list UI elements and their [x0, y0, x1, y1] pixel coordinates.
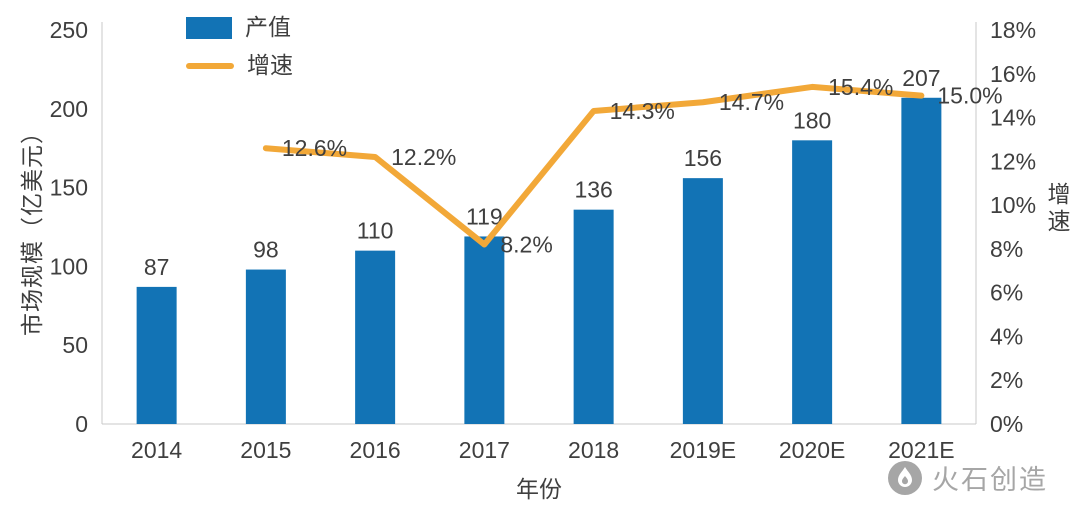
left-axis-tick-label: 150 [50, 175, 88, 201]
bar-2021E [901, 97, 942, 424]
legend: 产值 增速 [186, 16, 293, 77]
right-axis-tick-label: 10% [990, 192, 1036, 218]
right-axis-tick-label: 16% [990, 61, 1036, 87]
line-value-label: 15.0% [937, 83, 1002, 109]
bar-2016 [355, 250, 396, 424]
left-axis-tick-label: 200 [50, 96, 88, 122]
line-value-label: 8.2% [500, 232, 552, 258]
line-value-label: 12.6% [282, 135, 347, 161]
x-axis-tick-label: 2017 [459, 437, 510, 463]
x-axis-tick-label: 2021E [888, 437, 955, 463]
right-axis-tick-label: 12% [990, 148, 1036, 174]
line-value-label: 12.2% [391, 144, 456, 170]
bar-value-label: 156 [684, 145, 722, 171]
watermark-text: 火石创造 [932, 465, 1048, 495]
line-value-label: 14.7% [719, 89, 784, 115]
bar-2017 [464, 236, 505, 424]
left-axis-tick-label: 0 [75, 411, 88, 437]
bar-2019E [682, 178, 723, 424]
x-axis-tick-label: 2014 [131, 437, 182, 463]
bar-2014 [136, 286, 177, 424]
legend-item-growth-rate: 增速 [186, 54, 293, 77]
right-axis-tick-label: 8% [990, 236, 1023, 262]
right-axis-tick-label: 4% [990, 323, 1023, 349]
x-axis-tick-label: 2016 [350, 437, 401, 463]
left-axis-tick-label: 50 [62, 332, 88, 358]
bar-value-label: 98 [253, 237, 279, 263]
bar-2018 [573, 209, 614, 424]
right-axis-tick-label: 2% [990, 367, 1023, 393]
x-axis-title: 年份 [516, 476, 562, 502]
right-axis-tick-label: 0% [990, 411, 1023, 437]
bar-value-label: 110 [357, 218, 394, 244]
growth-rate-line [262, 83, 925, 248]
right-axis-tick-label: 14% [990, 105, 1036, 131]
line-series-swatch-icon [186, 62, 234, 69]
right-axis-tick-label: 6% [990, 280, 1023, 306]
line-value-label: 15.4% [828, 74, 893, 100]
bar-value-label: 87 [144, 254, 170, 280]
bar-value-label: 207 [902, 65, 940, 91]
left-axis-tick-label: 250 [50, 17, 88, 43]
bar-value-label: 136 [574, 177, 612, 203]
x-axis-tick-label: 2019E [670, 437, 737, 463]
legend-label-output-value: 产值 [245, 14, 291, 40]
x-axis-tick-label: 2015 [240, 437, 291, 463]
legend-label-growth-rate: 增速 [247, 52, 293, 78]
huoshi-logo-icon [888, 460, 922, 495]
line-value-label: 14.3% [610, 98, 675, 124]
right-axis-tick-label: 18% [990, 17, 1036, 43]
bar-value-label: 180 [793, 107, 831, 133]
bar-2015 [245, 269, 286, 424]
watermark: 火石创造 [887, 458, 1048, 497]
legend-item-output-value: 产值 [186, 16, 293, 39]
bar-series-swatch-icon [186, 16, 232, 39]
left-axis-title: 市场规模（亿美元） [19, 120, 45, 336]
bar-2020E [792, 140, 833, 424]
x-axis-tick-label: 2020E [779, 437, 846, 463]
x-axis-tick-label: 2018 [568, 437, 619, 463]
left-axis-tick-label: 100 [50, 253, 88, 279]
right-axis-title: 增速 [1044, 182, 1070, 236]
